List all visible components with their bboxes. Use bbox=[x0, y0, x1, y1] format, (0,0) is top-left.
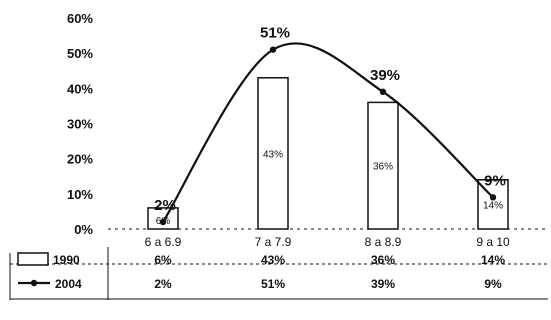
y-tick-label: 50% bbox=[67, 46, 93, 61]
bars-1990: 6%43%36%14% bbox=[147, 77, 509, 230]
category-label: 9 a 10 bbox=[476, 235, 510, 249]
bar-data-label: 14% bbox=[483, 200, 503, 211]
table-cell-2004: 9% bbox=[484, 277, 502, 291]
y-tick-label: 60% bbox=[67, 11, 93, 26]
y-tick-label: 10% bbox=[67, 187, 93, 202]
line-2004-point bbox=[159, 218, 167, 226]
y-axis-ticks: 0% 10% 20% 30% 40% 50% 60% bbox=[67, 11, 93, 237]
line-2004-path bbox=[162, 42, 494, 223]
line-2004-point bbox=[269, 46, 277, 53]
legend-label-1990: 1990 bbox=[53, 253, 80, 267]
legend-key-2004-marker bbox=[30, 279, 38, 287]
y-tick-label: 40% bbox=[67, 81, 93, 96]
line-data-label: 2% bbox=[154, 197, 176, 214]
bar-data-label: 36% bbox=[373, 162, 393, 173]
bar-1990 bbox=[147, 207, 179, 230]
category-label: 6 a 6.9 bbox=[145, 235, 182, 249]
y-tick-label: 20% bbox=[67, 152, 93, 167]
table-cell-2004: 51% bbox=[261, 277, 285, 291]
category-label: 7 a 7.9 bbox=[255, 235, 292, 249]
y-tick-label: 30% bbox=[67, 117, 93, 132]
table-cell-2004: 39% bbox=[371, 277, 395, 291]
line-data-label: 39% bbox=[370, 67, 400, 84]
line-2004-point bbox=[379, 88, 387, 96]
y-tick-label: 0% bbox=[74, 222, 93, 237]
line-data-label: 9% bbox=[484, 172, 506, 189]
line-data-label: 51% bbox=[260, 25, 290, 42]
table-cell-1990: 6% bbox=[154, 253, 172, 267]
bar-1990 bbox=[257, 77, 289, 230]
bar-1990 bbox=[367, 101, 399, 230]
table-cell-2004: 2% bbox=[154, 277, 172, 291]
legend-label-2004: 2004 bbox=[55, 277, 82, 291]
legend-key-1990 bbox=[17, 252, 49, 266]
data-table: 1990 2004 6% 43% 36% 14% 2% 51% 39% 9% bbox=[9, 247, 548, 300]
bar-data-label: 43% bbox=[263, 149, 283, 160]
category-labels: 6 a 6.9 7 a 7.9 8 a 8.9 9 a 10 bbox=[145, 235, 510, 249]
table-cell-1990: 36% bbox=[371, 253, 395, 267]
line-2004-point bbox=[489, 194, 497, 201]
table-cell-1990: 14% bbox=[481, 253, 505, 267]
category-label: 8 a 8.9 bbox=[365, 235, 402, 249]
line-2004: 2% 51% 39% 9% bbox=[154, 25, 506, 226]
table-cell-1990: 43% bbox=[261, 253, 285, 267]
